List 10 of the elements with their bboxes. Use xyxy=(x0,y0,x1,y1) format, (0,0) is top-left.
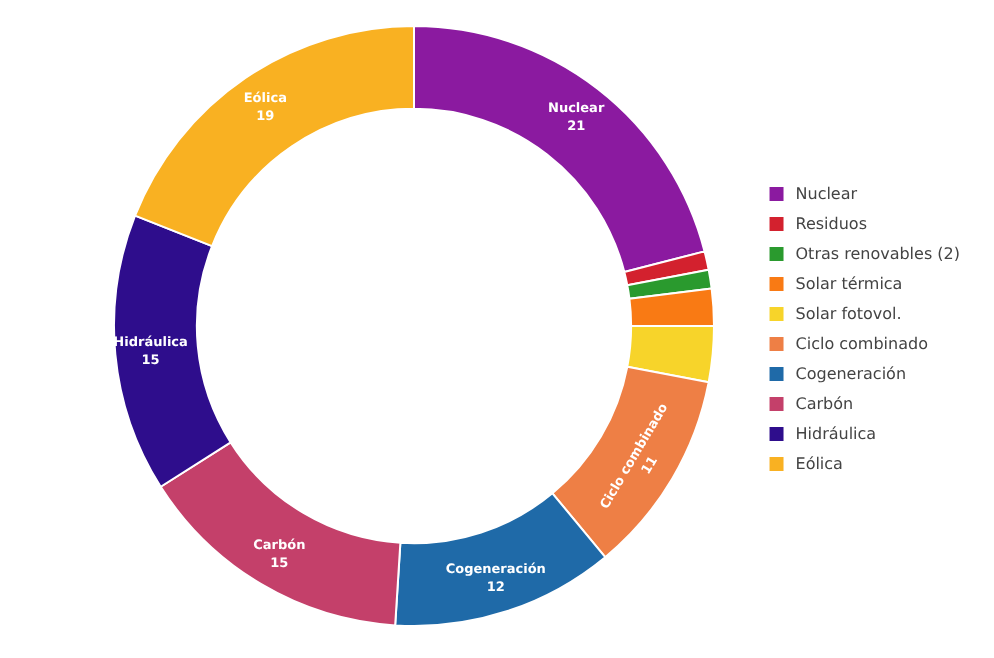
legend-label: Nuclear xyxy=(795,185,859,203)
legend-label: Hidráulica xyxy=(795,425,877,443)
legend-label: Residuos xyxy=(795,215,867,233)
legend-label: Carbón xyxy=(795,395,854,413)
legend-label: Otras renovables (2) xyxy=(795,245,961,263)
legend-label: Eólica xyxy=(795,455,844,473)
legend-label: Ciclo combinado xyxy=(795,335,929,353)
legend-label: Solar térmica xyxy=(795,275,903,293)
legend-label: Cogeneración xyxy=(795,365,907,383)
legend-label: Solar fotovol. xyxy=(795,305,902,323)
